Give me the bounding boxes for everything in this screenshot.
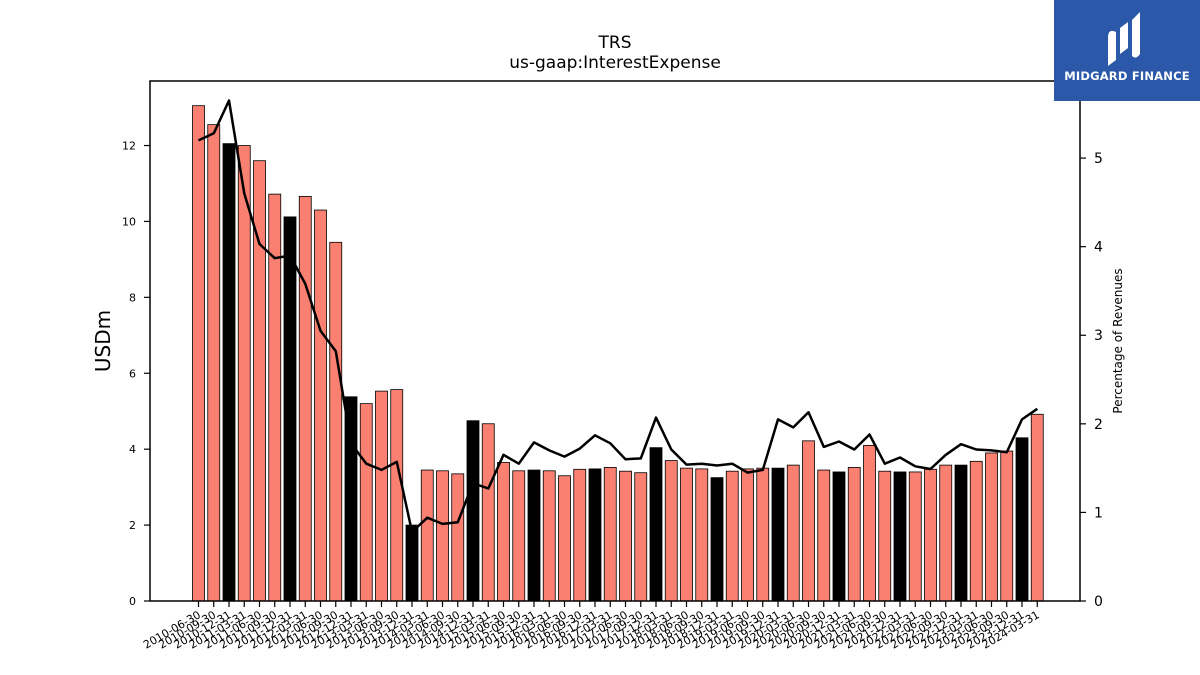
logo-mark-icon	[1108, 12, 1140, 66]
bar	[588, 468, 602, 602]
y-axis-label: USDm	[91, 310, 115, 372]
bar	[954, 464, 968, 602]
y-tick-label: 6	[129, 367, 136, 380]
bar	[619, 470, 632, 602]
chart-subtitle: us-gaap:InterestExpense	[509, 53, 721, 73]
plot-frame	[149, 80, 1081, 602]
bar	[817, 469, 831, 602]
y-tick-label: 8	[129, 291, 136, 304]
bar	[878, 470, 892, 602]
bar	[664, 460, 678, 602]
y2-tick-label: 1	[1094, 505, 1103, 521]
y2-axis-label: Percentage of Revenues	[1111, 268, 1125, 413]
bar	[863, 444, 876, 602]
bar	[405, 524, 419, 602]
bar	[283, 216, 297, 602]
percentage-line	[197, 99, 1039, 534]
bar	[1030, 413, 1044, 602]
logo-text: MIDGARD FINANCE	[1064, 69, 1190, 83]
bar	[680, 467, 693, 602]
bars-group	[192, 105, 1044, 602]
x-axis: 2010-06-302010-09-302010-12-312011-03-31…	[141, 601, 1042, 652]
line-group	[197, 99, 1039, 534]
y-axis: 0 2 4 6 8 10 12	[122, 140, 150, 608]
y2-tick-label: 3	[1094, 328, 1103, 344]
bar	[359, 403, 373, 602]
y-tick-label: 10	[122, 215, 136, 228]
bar	[314, 209, 327, 602]
y2-axis: 0 1 2 3 4 5	[1080, 151, 1103, 610]
bar	[741, 468, 754, 602]
bar	[329, 241, 343, 602]
bar	[542, 470, 556, 602]
bar	[1000, 450, 1014, 602]
bar	[603, 466, 617, 602]
y2-tick-label: 0	[1094, 594, 1103, 610]
chart-title: TRS	[598, 33, 632, 53]
bar	[390, 389, 404, 602]
bar	[969, 460, 983, 602]
bar	[939, 464, 953, 602]
bar	[466, 420, 480, 602]
bar	[649, 447, 663, 602]
bar	[222, 143, 236, 602]
bar	[725, 470, 739, 602]
bar	[512, 470, 526, 602]
y2-tick-label: 4	[1094, 240, 1103, 256]
bar	[756, 467, 770, 602]
bar	[451, 473, 465, 602]
bar	[436, 470, 449, 602]
bar	[237, 145, 251, 602]
bar	[893, 471, 907, 602]
bar	[634, 472, 648, 602]
bar	[298, 195, 312, 602]
bar	[420, 469, 434, 602]
y-tick-label: 2	[129, 519, 136, 532]
y-tick-label: 0	[129, 595, 136, 608]
bar	[344, 396, 358, 602]
bar	[573, 468, 587, 602]
y-tick-label: 12	[122, 140, 136, 153]
bar	[375, 390, 388, 602]
bar	[497, 462, 510, 602]
midgard-finance-logo: MIDGARD FINANCE	[1054, 0, 1200, 101]
y-tick-label: 4	[129, 443, 136, 456]
bar	[1015, 437, 1029, 602]
bar	[527, 469, 541, 602]
bar	[802, 440, 815, 602]
bar	[192, 105, 205, 602]
y2-tick-label: 2	[1094, 417, 1103, 433]
bar	[207, 124, 221, 602]
bar	[832, 471, 846, 602]
bar	[771, 467, 785, 602]
bar	[710, 477, 724, 602]
bar	[481, 423, 495, 602]
bar	[558, 475, 571, 602]
bar	[695, 468, 709, 602]
bar	[924, 468, 937, 602]
y2-tick-label: 5	[1094, 151, 1103, 167]
bar	[786, 464, 800, 602]
bar	[847, 466, 861, 602]
bar	[908, 471, 922, 602]
bar	[985, 452, 998, 602]
